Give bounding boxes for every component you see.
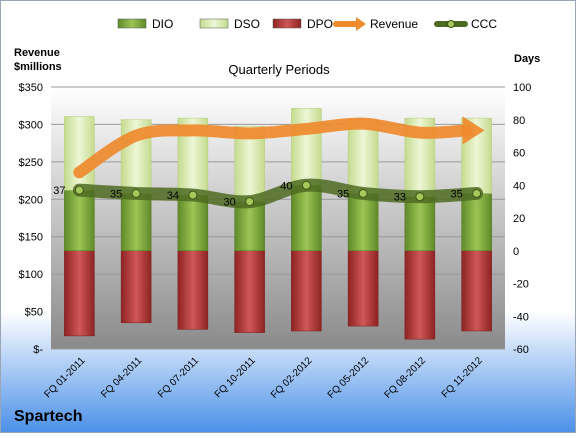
legend-label-ccc: CCC xyxy=(471,17,497,31)
left-tick-label: $200 xyxy=(19,194,43,206)
left-tick-label: $100 xyxy=(19,269,43,281)
legend-arrowhead-revenue xyxy=(356,17,366,31)
revenue-line xyxy=(73,117,473,179)
bar-dio xyxy=(177,194,209,251)
right-tick-label: 100 xyxy=(513,82,531,94)
right-tick-label: 60 xyxy=(513,148,525,160)
chart-title: Quarterly Periods xyxy=(228,62,330,77)
bar-dpo xyxy=(461,250,492,332)
right-tick-label: 80 xyxy=(513,115,525,127)
ccc-point xyxy=(131,188,141,198)
left-axis-title-line1: Revenue xyxy=(14,47,60,59)
left-tick-label: $350 xyxy=(19,82,43,94)
ccc-data-label: 40 xyxy=(280,180,292,192)
ccc-data-label: 37 xyxy=(53,185,65,197)
bar-dio xyxy=(64,189,95,252)
bar-dso xyxy=(64,116,95,191)
right-tick-label: -40 xyxy=(513,311,529,323)
legend-label-revenue: Revenue xyxy=(370,17,418,31)
bar-dpo xyxy=(177,250,209,330)
ccc-line xyxy=(72,178,484,209)
ccc-data-label: 35 xyxy=(110,188,122,200)
ccc-point xyxy=(301,180,311,190)
right-tick-label: -20 xyxy=(513,279,529,291)
ccc-data-label: 35 xyxy=(337,188,349,200)
right-axis-title: Days xyxy=(514,53,540,65)
bar-dpo xyxy=(234,250,265,333)
bar-dpo xyxy=(120,250,152,324)
bar-dso xyxy=(347,119,379,194)
bar-dio xyxy=(291,185,322,251)
legend-swatch-dio xyxy=(117,18,147,29)
ccc-point xyxy=(188,190,198,200)
legend-marker-ccc xyxy=(447,20,455,28)
right-tick-label: 40 xyxy=(513,180,525,192)
company-name: Spartech xyxy=(14,408,82,425)
right-tick-label: 20 xyxy=(513,213,525,225)
legend: DIO DSO DPO Revenue CCC xyxy=(117,17,497,31)
bar-dio xyxy=(347,193,379,251)
bar-dso xyxy=(291,108,322,186)
ccc-point xyxy=(358,188,368,198)
left-tick-label: $- xyxy=(33,344,43,356)
ccc-point xyxy=(472,188,482,198)
bar-dio xyxy=(461,193,492,251)
bar-dio xyxy=(120,193,152,251)
bar-dpo xyxy=(291,250,322,332)
bar-dio xyxy=(404,196,436,251)
ccc-point xyxy=(415,192,425,202)
bar-dpo xyxy=(347,250,379,327)
bar-dpo xyxy=(404,250,436,340)
ccc-point xyxy=(74,185,84,195)
legend-label-dso: DSO xyxy=(234,17,260,31)
left-tick-label: $250 xyxy=(19,157,43,169)
left-tick-label: $300 xyxy=(19,119,43,131)
revenue-arrowhead xyxy=(462,116,485,145)
left-tick-label: $50 xyxy=(25,307,43,319)
legend-swatch-dso xyxy=(199,18,229,29)
ccc-data-label: 33 xyxy=(394,192,406,204)
legend-label-dpo: DPO xyxy=(307,17,333,31)
right-tick-label: 0 xyxy=(513,246,519,258)
ccc-point xyxy=(245,197,255,207)
legend-label-dio: DIO xyxy=(152,17,173,31)
bar-dio xyxy=(234,201,265,251)
ccc-data-label: 34 xyxy=(167,190,179,202)
ccc-data-label: 30 xyxy=(224,197,236,209)
left-tick-label: $150 xyxy=(19,232,43,244)
legend-swatch-dpo xyxy=(272,18,302,29)
left-axis-title-line2: $millions xyxy=(14,61,62,73)
ccc-data-label: 35 xyxy=(451,188,463,200)
bar-dpo xyxy=(64,250,95,337)
lines-layer: 37 35 34 30 40 35 33 35 xyxy=(53,116,485,209)
right-tick-label: -60 xyxy=(513,344,529,356)
